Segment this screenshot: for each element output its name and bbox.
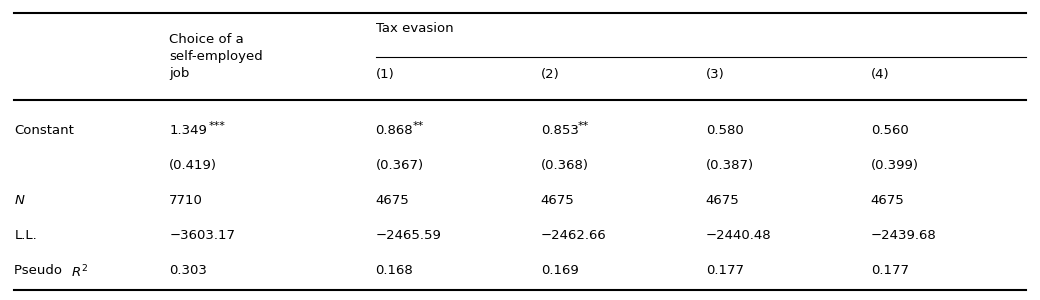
Text: 0.580: 0.580 (706, 124, 744, 137)
Text: (0.367): (0.367) (375, 159, 423, 172)
Text: (1): (1) (375, 68, 394, 81)
Text: (0.368): (0.368) (541, 159, 589, 172)
Text: (4): (4) (870, 68, 889, 81)
Text: −2465.59: −2465.59 (375, 229, 441, 242)
Text: (2): (2) (541, 68, 560, 81)
Text: −2440.48: −2440.48 (706, 229, 772, 242)
Text: −2439.68: −2439.68 (870, 229, 936, 242)
Text: 0.853: 0.853 (541, 124, 578, 137)
Text: 4675: 4675 (541, 194, 574, 207)
Text: $N$: $N$ (15, 194, 26, 207)
Text: Pseudo: Pseudo (15, 264, 67, 277)
Text: 4675: 4675 (870, 194, 905, 207)
Text: ***: *** (208, 121, 226, 131)
Text: (0.419): (0.419) (170, 159, 217, 172)
Text: 0.168: 0.168 (375, 264, 413, 277)
Text: 1.349: 1.349 (170, 124, 207, 137)
Text: **: ** (578, 121, 589, 131)
Text: 4675: 4675 (706, 194, 739, 207)
Text: 0.169: 0.169 (541, 264, 578, 277)
Text: L.L.: L.L. (15, 229, 37, 242)
Text: **: ** (413, 121, 424, 131)
Text: (0.387): (0.387) (706, 159, 754, 172)
Text: 4675: 4675 (375, 194, 410, 207)
Text: Tax evasion: Tax evasion (375, 22, 453, 35)
Text: 7710: 7710 (170, 194, 203, 207)
Text: 0.303: 0.303 (170, 264, 207, 277)
Text: −3603.17: −3603.17 (170, 229, 235, 242)
Text: $R^2$: $R^2$ (71, 264, 88, 280)
Text: 0.560: 0.560 (870, 124, 909, 137)
Text: (3): (3) (706, 68, 725, 81)
Text: −2462.66: −2462.66 (541, 229, 606, 242)
Text: Choice of a
self-employed
job: Choice of a self-employed job (170, 33, 263, 80)
Text: (0.399): (0.399) (870, 159, 918, 172)
Text: 0.177: 0.177 (706, 264, 744, 277)
Text: Constant: Constant (15, 124, 74, 137)
Text: 0.177: 0.177 (870, 264, 909, 277)
Text: 0.868: 0.868 (375, 124, 413, 137)
